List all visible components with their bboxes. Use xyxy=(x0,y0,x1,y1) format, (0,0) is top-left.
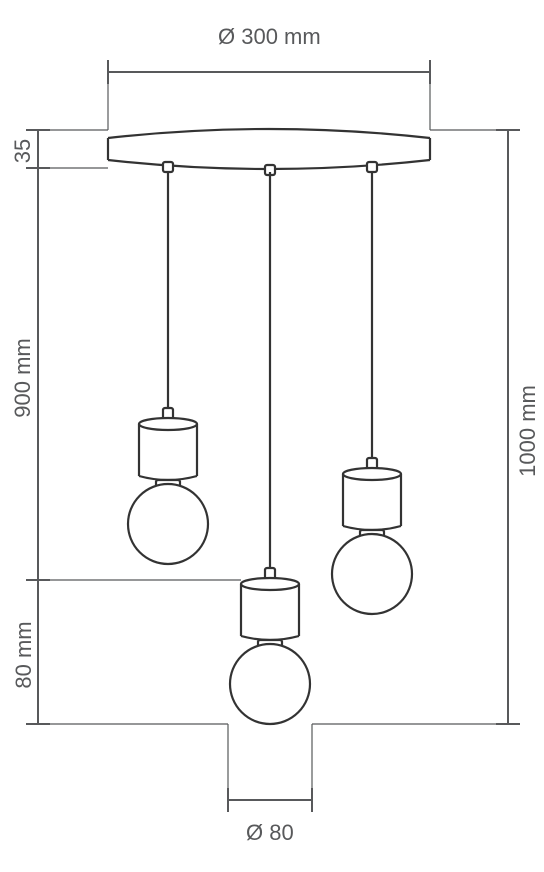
pendant-left xyxy=(128,162,208,564)
label-bulb-width: Ø 80 xyxy=(246,820,294,846)
label-top-width: Ø 300 mm xyxy=(218,24,321,50)
label-total-height: 1000 mm xyxy=(515,381,541,481)
dim-left-chain xyxy=(26,130,241,724)
dim-top-width xyxy=(108,60,430,130)
diagram-container: { "dimensions": { "top_width": "Ø 300 mm… xyxy=(0,0,544,872)
pendant-center xyxy=(230,165,310,724)
diagram-svg xyxy=(0,0,544,872)
label-canopy-height: 35 xyxy=(10,126,36,176)
dim-right-total xyxy=(312,130,520,724)
dim-bottom-bulb xyxy=(228,724,312,812)
canopy xyxy=(108,129,430,169)
label-cable-length: 900 mm xyxy=(10,333,36,423)
pendant-right xyxy=(332,162,412,614)
label-socket-height: 80 mm xyxy=(11,615,37,695)
